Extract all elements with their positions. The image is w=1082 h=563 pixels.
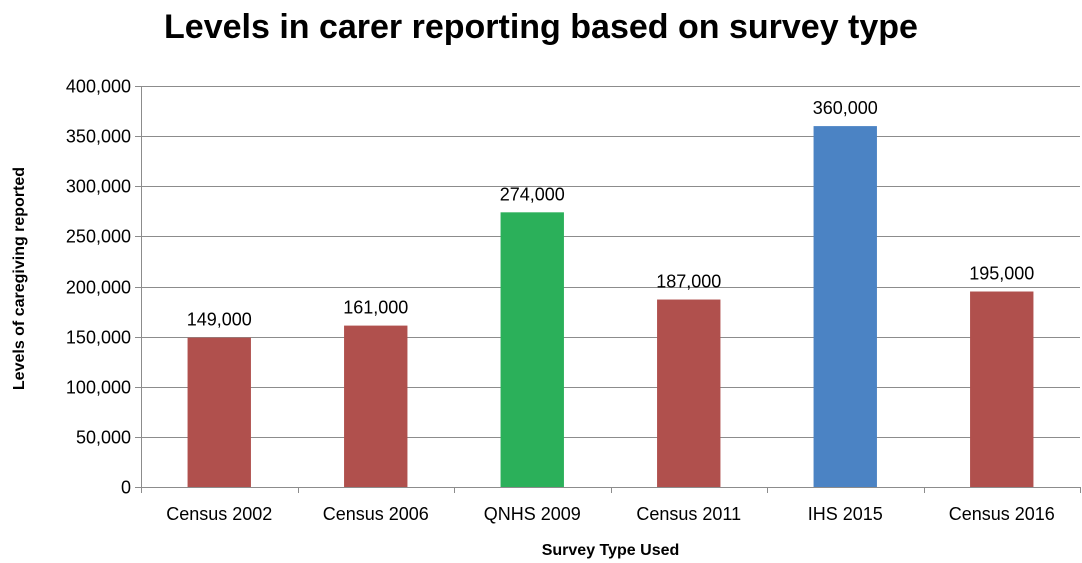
- bar: [500, 212, 564, 487]
- x-tick-label: Census 2011: [636, 504, 741, 524]
- y-tick-label: 200,000: [66, 278, 131, 298]
- y-tick-label: 0: [121, 478, 131, 498]
- y-tick-label: 350,000: [66, 127, 131, 147]
- bar: [657, 299, 721, 487]
- y-tick-label: 400,000: [66, 77, 131, 97]
- y-tick-label: 150,000: [66, 328, 131, 348]
- data-label: 195,000: [969, 264, 1034, 284]
- x-tick-label: QNHS 2009: [484, 504, 581, 524]
- data-labels: 149,000 161,000 274,000 187,000 360,000 195,0…: [187, 98, 1035, 330]
- bar: [344, 325, 408, 487]
- y-tick-label: 300,000: [66, 177, 131, 197]
- tick-labels: 0 50,000 100,000 150,000 200,000 250,000 300,0…: [66, 77, 1055, 525]
- data-label: 161,000: [343, 298, 408, 318]
- bars: [187, 126, 1034, 487]
- x-axis-title: Survey Type Used: [542, 542, 680, 559]
- y-tick-label: 250,000: [66, 227, 131, 247]
- chart-title: Levels in carer reporting based on surve…: [164, 8, 918, 46]
- x-tick-label: Census 2006: [323, 504, 429, 524]
- y-tick-label: 100,000: [66, 378, 131, 398]
- x-tick-label: IHS 2015: [808, 504, 883, 524]
- data-label: 360,000: [813, 98, 878, 118]
- x-tick-label: Census 2002: [166, 504, 272, 524]
- y-tick-label: 50,000: [76, 428, 131, 448]
- data-label: 187,000: [656, 272, 721, 292]
- axes: [135, 86, 1081, 493]
- bar: [187, 337, 251, 487]
- x-tick-label: Census 2016: [949, 504, 1055, 524]
- bar: [970, 291, 1034, 487]
- y-axis-title: Levels of caregiving reported: [11, 167, 28, 390]
- bar: [813, 126, 877, 487]
- data-label: 149,000: [187, 310, 252, 330]
- data-label: 274,000: [500, 184, 565, 204]
- gridlines: [141, 86, 1080, 438]
